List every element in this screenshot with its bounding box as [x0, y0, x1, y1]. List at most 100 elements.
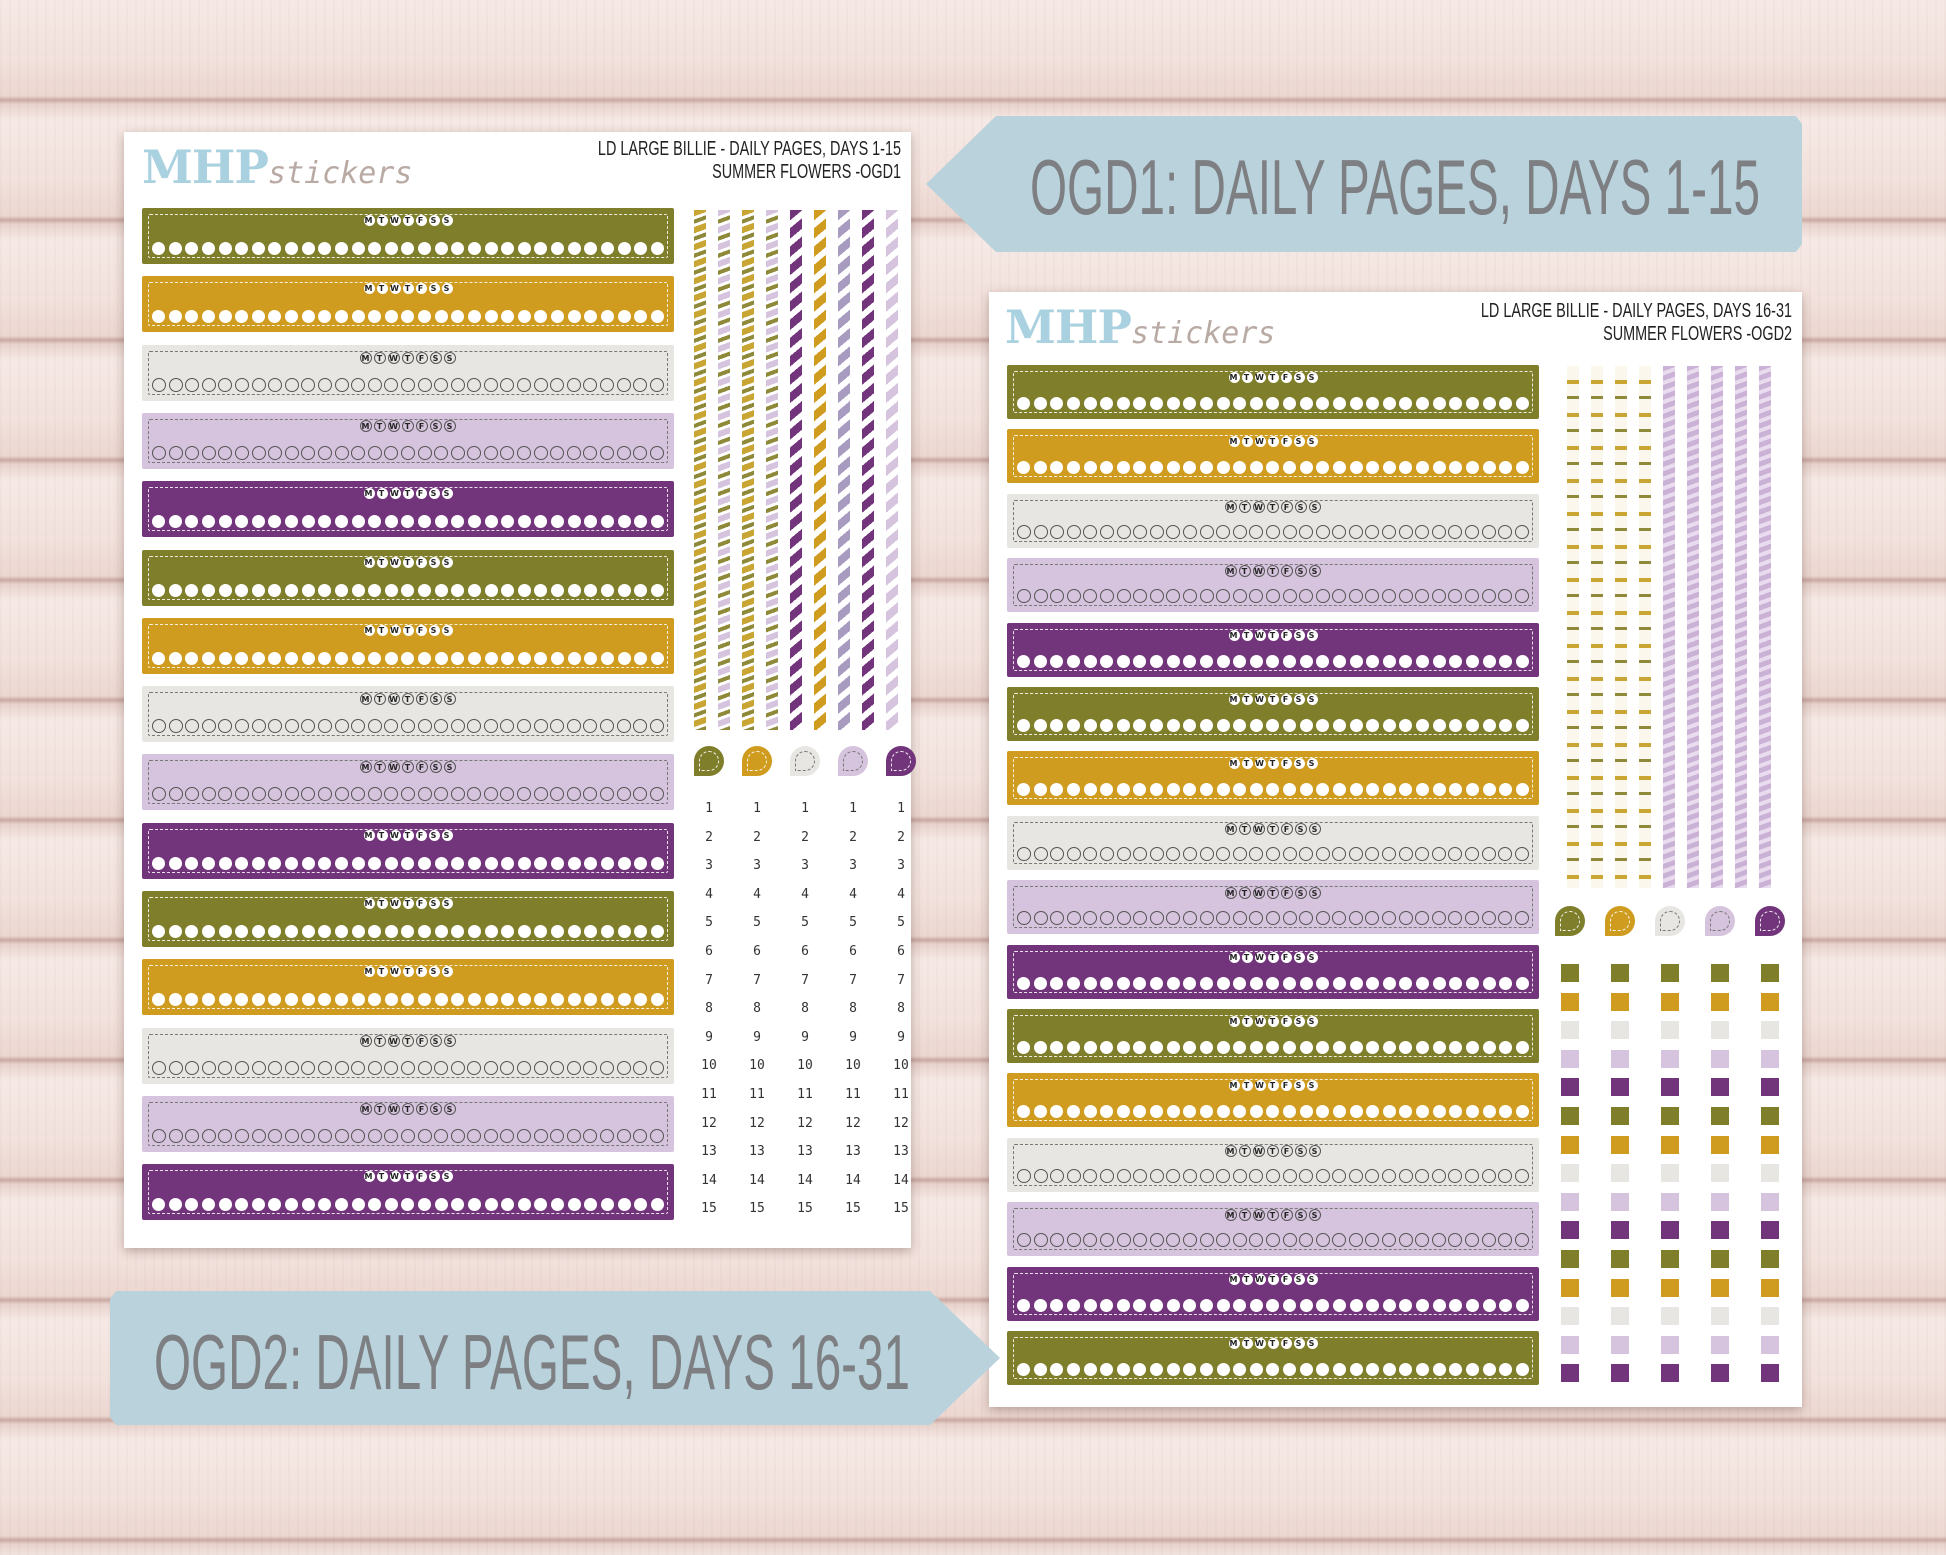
number-sticker: 4 [705, 886, 713, 902]
weekday-dot: F [415, 215, 427, 226]
day-dot [1083, 524, 1098, 539]
day-dot [1033, 1041, 1047, 1054]
day-dot [1083, 1233, 1098, 1248]
day-dot [1365, 1168, 1380, 1183]
weekday-dot: M [1228, 1080, 1240, 1092]
day-dot [417, 719, 432, 734]
day-dot [1249, 1041, 1263, 1054]
number-sticker: 6 [801, 943, 809, 959]
day-dot [168, 1060, 183, 1075]
weekday-dot: M [1228, 436, 1240, 448]
day-dot [284, 445, 299, 460]
dashed-border [1013, 1079, 1533, 1122]
day-dot [1465, 911, 1480, 926]
day-dot [434, 925, 448, 938]
weekday-dot: T [402, 215, 414, 226]
day-dots-row [152, 583, 664, 597]
number-sticker: 11 [893, 1086, 909, 1102]
weekday-dot: S [441, 488, 453, 500]
weekday-dot: F [416, 419, 428, 432]
day-dot [1216, 1105, 1230, 1119]
day-dot [1149, 1233, 1164, 1248]
day-dot [1315, 911, 1330, 926]
number-sticker: 5 [849, 915, 857, 931]
day-dot [1232, 524, 1247, 539]
day-dot [1199, 1168, 1214, 1183]
weekday-dot: T [1241, 1338, 1253, 1349]
number-sticker: 6 [849, 943, 857, 959]
day-dot [567, 242, 581, 255]
weekday-dot: W [1254, 758, 1266, 770]
day-dot [1066, 1168, 1081, 1183]
logo-mhp: MHP [1005, 300, 1132, 354]
day-dot [1066, 654, 1080, 668]
day-dot [1349, 1041, 1363, 1054]
day-dot [1482, 783, 1496, 797]
weekday-dot: F [1280, 1273, 1292, 1285]
day-dot [1449, 1105, 1463, 1119]
day-dot [450, 1128, 465, 1143]
day-dot [1366, 1298, 1380, 1312]
day-dot [301, 1128, 316, 1143]
day-dot [483, 787, 498, 802]
day-dot [384, 515, 398, 529]
day-dot [650, 993, 664, 1007]
day-dot [500, 377, 515, 392]
day-dot [1150, 1105, 1163, 1119]
day-dot [285, 651, 298, 665]
square-sticker [1561, 1164, 1579, 1183]
day-dot [1332, 783, 1346, 797]
square-sticker [1761, 1335, 1779, 1354]
day-dot [1083, 589, 1098, 604]
number-sticker: 9 [897, 1029, 905, 1045]
day-dot [1416, 976, 1429, 990]
day-dot [1183, 1105, 1197, 1119]
day-dot [318, 925, 332, 938]
dashed-border [1013, 1143, 1533, 1186]
drop-sticker [742, 746, 772, 776]
day-dot [1348, 911, 1363, 926]
day-dot [1514, 1168, 1529, 1183]
day-dot [1299, 1233, 1314, 1248]
square-sticker [1661, 1278, 1679, 1297]
day-dots-row [152, 1128, 664, 1143]
day-dot [1465, 976, 1479, 990]
day-dot [1133, 654, 1147, 668]
weekday-dot: W [389, 488, 401, 500]
weekday-dot: F [1280, 436, 1292, 448]
day-dot [1066, 1041, 1080, 1054]
day-dot [584, 583, 598, 597]
day-dot [1283, 397, 1296, 410]
day-dot [1033, 397, 1047, 410]
weekday-dot: T [374, 419, 386, 432]
day-dot [1431, 846, 1446, 861]
day-dot [1033, 461, 1047, 475]
day-dot [467, 925, 481, 938]
weekday-dot: T [402, 1171, 414, 1183]
day-dot [1150, 1363, 1163, 1376]
day-dot [1432, 397, 1446, 410]
square-sticker [1711, 1107, 1729, 1125]
drop-sticker [1605, 906, 1635, 936]
day-dot [318, 242, 332, 255]
weekday-dot: W [1253, 500, 1265, 513]
day-dot [251, 787, 266, 802]
day-dot [285, 515, 298, 529]
day-dot [600, 377, 615, 392]
square-sticker [1661, 1335, 1679, 1354]
day-dot [1465, 1105, 1479, 1119]
day-dot [1033, 911, 1048, 926]
day-dot [185, 445, 200, 460]
day-dot [1481, 589, 1496, 604]
day-dot [1166, 654, 1180, 668]
square-sticker [1761, 1107, 1779, 1125]
day-dot [1499, 976, 1513, 990]
day-dot [351, 925, 365, 938]
number-sticker: 8 [753, 1001, 761, 1017]
mhp-stickers-logo: MHPstickers [1005, 300, 1275, 354]
